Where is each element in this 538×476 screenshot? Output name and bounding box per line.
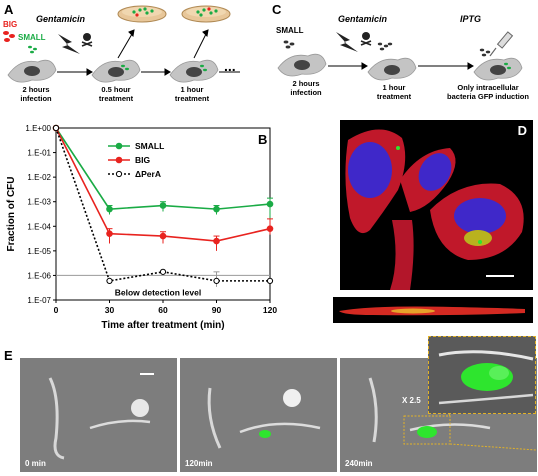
gentamicin-label-a: Gentamicin — [36, 14, 86, 24]
timelapse-frame-0: 0 min — [20, 358, 177, 472]
legend-marker — [115, 142, 123, 150]
lightning-icon — [58, 34, 80, 54]
zoom-inset — [428, 336, 536, 414]
legend-marker — [115, 156, 123, 164]
data-point — [159, 268, 167, 275]
x-tick-label: 90 — [212, 305, 222, 315]
data-point — [106, 205, 113, 213]
panel-c-label: C — [272, 2, 282, 17]
panel-a-schematic: BIG SMALL Gentamicin 2 hours infection 0… — [0, 0, 260, 115]
iptg-label: IPTG — [460, 14, 482, 24]
x-axis-label: Time after treatment (min) — [101, 320, 224, 331]
legend-label: ΔPerA — [135, 169, 161, 179]
legend-label: SMALL — [135, 141, 164, 151]
panel-a-drawing — [3, 5, 240, 83]
frame-time-120: 120min — [185, 459, 213, 468]
y-tick-label: 1.E+00 — [25, 124, 51, 133]
x-tick-label: 0 — [54, 305, 59, 315]
small-bacteria-icon — [28, 45, 37, 54]
y-tick-label: 1.E-04 — [27, 222, 51, 231]
confocal-image: D — [340, 120, 533, 290]
big-bacteria-icon — [3, 31, 15, 42]
x-tick-label: 120 — [263, 305, 277, 315]
step3-label-c: Only intracellular bacteria GFP inductio… — [447, 83, 529, 101]
x-tick-label: 30 — [105, 305, 115, 315]
host-cell-icon — [7, 59, 57, 83]
data-point — [52, 124, 60, 132]
y-tick-label: 1.E-07 — [27, 296, 51, 305]
flow-arrows — [328, 62, 474, 70]
data-point — [266, 200, 274, 208]
gfp-cell-icon — [473, 57, 523, 81]
step2-label-c: 1 hour treatment — [376, 83, 412, 101]
confocal-drawing — [340, 120, 533, 290]
cfu-chart: B 1.E+00 1.E-01 1.E-02 1.E-03 1.E-04 1.E-05 1.E… — [6, 124, 277, 331]
panel-d-label: D — [517, 123, 527, 138]
legend-label: BIG — [135, 155, 151, 165]
y-tick-label: 1.E-02 — [27, 173, 51, 182]
big-label: BIG — [3, 20, 18, 29]
panel-e-label: E — [4, 348, 13, 363]
detection-annotation: Below detection level — [115, 287, 201, 297]
petri-dish-icon — [117, 5, 167, 23]
step1-label-a: 2 hours infection — [20, 85, 52, 103]
skull-icon — [360, 32, 372, 46]
timelapse-frame-120: 120min — [180, 358, 337, 472]
petri-dish-icon — [181, 5, 231, 23]
step1-label-c: 2 hours infection — [290, 79, 322, 97]
data-point — [106, 277, 113, 284]
infected-cell-icon — [169, 59, 219, 83]
skull-icon — [81, 33, 93, 47]
data-point — [213, 277, 220, 284]
bacteria-icon — [377, 42, 393, 51]
host-cell-icon — [277, 53, 327, 77]
ellipsis: ... — [224, 58, 236, 74]
data-point — [159, 202, 167, 209]
syringe-icon — [489, 31, 514, 57]
data-point — [266, 225, 274, 232]
small-label: SMALL — [18, 33, 46, 42]
lightning-icon — [336, 32, 358, 52]
y-tick-label: 1.E-03 — [27, 198, 51, 207]
flow-arrows — [57, 29, 240, 76]
y-tick-label: 1.E-06 — [27, 271, 51, 280]
data-point — [213, 205, 220, 213]
infected-cell-icon — [367, 57, 417, 81]
bacteria-icon — [283, 40, 295, 49]
panel-c-drawing — [277, 31, 523, 81]
step3-label-a: 1 hour treatment — [174, 85, 210, 103]
infected-cell-icon — [91, 59, 141, 83]
gentamicin-label-c: Gentamicin — [338, 14, 388, 24]
x-tick-label: 60 — [158, 305, 168, 315]
legend-marker — [115, 170, 123, 178]
data-point — [213, 237, 220, 245]
y-tick-label: 1.E-01 — [27, 149, 51, 158]
frame-time-240: 240min — [345, 459, 373, 468]
data-point — [159, 232, 167, 240]
zoom-factor: X 2.5 — [402, 396, 421, 405]
small-label-c: SMALL — [276, 26, 304, 35]
bacteria-icon — [479, 48, 491, 57]
data-point — [266, 277, 274, 284]
panel-b-label: B — [258, 132, 267, 147]
panel-a-label: A — [4, 2, 14, 17]
panel-c-schematic: SMALL Gentamicin IPTG 2 hours infection … — [268, 0, 538, 115]
y-tick-label: 1.E-05 — [27, 247, 51, 256]
step2-label-a: 0.5 hour treatment — [98, 85, 134, 103]
y-axis-label: Fraction of CFU — [6, 177, 17, 252]
confocal-side-view — [333, 297, 533, 323]
frame-time-0: 0 min — [25, 459, 46, 468]
data-point — [106, 230, 113, 237]
